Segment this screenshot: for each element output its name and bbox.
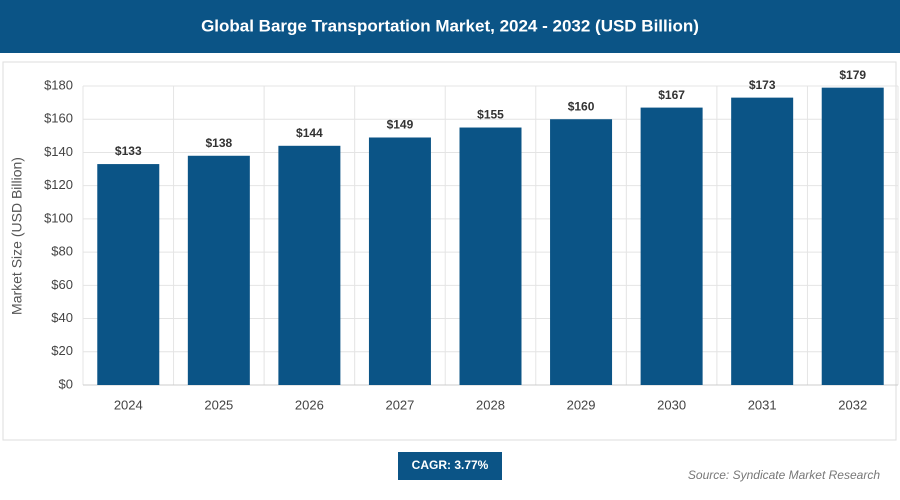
header-bar (0, 0, 900, 53)
y-tick-label: $80 (51, 244, 73, 259)
data-label: $160 (568, 99, 595, 113)
bar (368, 137, 431, 385)
x-tick-label: 2027 (385, 397, 414, 412)
bar (187, 155, 250, 385)
y-tick-label: $20 (51, 343, 73, 358)
data-label: $167 (658, 88, 685, 102)
x-tick-label: 2032 (838, 397, 867, 412)
data-label: $144 (296, 126, 323, 140)
y-tick-label: $120 (44, 177, 73, 192)
source-note: Source: Syndicate Market Research (688, 468, 880, 482)
y-tick-label: $160 (44, 111, 73, 126)
y-tick-label: $180 (44, 77, 73, 92)
y-tick-label: $140 (44, 144, 73, 159)
x-tick-label: 2028 (476, 397, 505, 412)
chart-frame (2, 61, 897, 441)
data-label: $179 (839, 68, 866, 82)
data-label: $155 (477, 108, 504, 122)
data-label: $133 (115, 144, 142, 158)
x-tick-label: 2029 (567, 397, 596, 412)
data-label: $173 (749, 78, 776, 92)
x-tick-label: 2025 (204, 397, 233, 412)
y-tick-label: $100 (44, 210, 73, 225)
x-tick-label: 2031 (748, 397, 777, 412)
bar (731, 97, 794, 385)
x-tick-label: 2024 (114, 397, 143, 412)
chart-title: Global Barge Transportation Market, 2024… (201, 16, 699, 35)
y-tick-label: $40 (51, 310, 73, 325)
bar (821, 87, 884, 386)
bar (278, 145, 341, 385)
bar (97, 164, 160, 385)
bar (459, 127, 522, 386)
y-tick-label: $60 (51, 277, 73, 292)
x-tick-label: 2030 (657, 397, 686, 412)
bar (640, 107, 703, 385)
y-tick-label: $0 (59, 376, 73, 391)
x-tick-label: 2026 (295, 397, 324, 412)
data-label: $138 (205, 136, 232, 150)
bar (550, 119, 613, 385)
cagr-label: CAGR: 3.77% (412, 458, 489, 472)
data-label: $149 (387, 118, 414, 132)
cagr-box (398, 452, 502, 480)
y-axis-title: Market Size (USD Billion) (9, 157, 25, 315)
